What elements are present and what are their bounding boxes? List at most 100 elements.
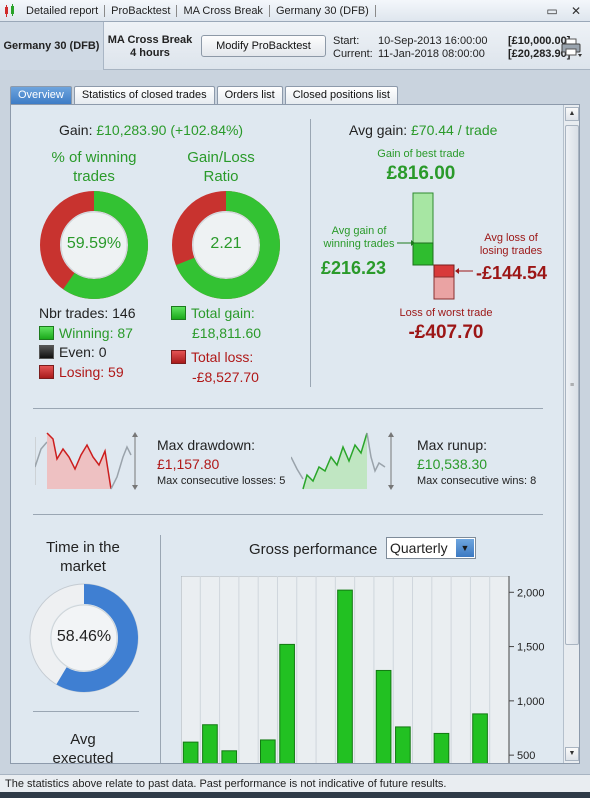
time-in-market-pct: 58.46% (56, 628, 112, 645)
trade-range-graphic (311, 191, 561, 301)
period-select[interactable]: Quarterly ▼ (386, 537, 476, 559)
title-segment-strategy: MA Cross Break (177, 4, 270, 17)
current-date: 11-Jan-2018 08:00:00 (378, 48, 485, 60)
total-gain-label: Total gain: (191, 305, 255, 321)
winning-title-line-1: % of winning (51, 149, 137, 166)
gross-performance-bar (395, 726, 411, 763)
avg-losing-value: -£144.54 (476, 263, 548, 283)
best-trade-value: £816.00 (386, 163, 456, 184)
candlestick-chart-icon (3, 3, 17, 18)
max-drawdown-label: Max drawdown: (157, 437, 256, 453)
losing-count: Losing: 59 (59, 363, 124, 380)
report-tabs: Overview Statistics of closed trades Ord… (10, 86, 400, 104)
time-in-market-donut: 58.46% (29, 583, 139, 693)
winning-trades-title: % of winning trades (35, 148, 153, 186)
title-segment-report: Detailed report (20, 4, 106, 17)
start-date: 10-Sep-2013 16:00:00 (378, 35, 488, 47)
avg-gain-summary: Avg gain: £70.44 / trade (349, 122, 497, 138)
gain-loss-ratio-donut: 2.21 (171, 190, 281, 300)
avg-winning-label: Avg gain of winning trades (317, 225, 401, 251)
total-loss-swatch (171, 350, 186, 364)
drawdown-mini-chart (34, 427, 143, 495)
total-gain-swatch (171, 306, 186, 320)
avg-losing-label-line-1: Avg loss of (484, 232, 538, 244)
gross-performance-bar (337, 589, 353, 763)
taskbar-strip (0, 792, 590, 798)
printer-icon[interactable] (561, 38, 583, 58)
start-label: Start: (333, 35, 360, 47)
gross-performance-chart: 500 1,000 1,500 2,000 (180, 575, 553, 763)
runup-mini-chart (290, 427, 401, 495)
scroll-up-icon[interactable]: ▲ (565, 107, 579, 121)
strategy-info: MA Cross Break 4 hours (104, 34, 196, 60)
minimize-icon[interactable]: ▭ (546, 4, 558, 18)
date-range: Start: 10-Sep-2013 16:00:00 [£10,000.00]… (333, 35, 570, 61)
gain-loss-ratio-title: Gain/Loss Ratio (171, 148, 271, 186)
y-axis-tick-label: 2,000 (517, 587, 545, 599)
max-consecutive-wins: Max consecutive wins: 8 (417, 475, 537, 487)
gross-performance-bar (259, 739, 276, 763)
avg-losing-label-line-2: losing trades (479, 245, 543, 257)
gross-performance-bar (433, 732, 450, 763)
report-header: Germany 30 (DFB) MA Cross Break 4 hours … (0, 22, 590, 70)
chevron-down-icon[interactable]: ▼ (456, 539, 474, 557)
max-consecutive-losses: Max consecutive losses: 5 (157, 475, 286, 487)
gross-performance-bar (279, 643, 295, 763)
trade-counts: Nbr trades: 146 Winning: 87 Even: 0 Losi… (39, 304, 136, 382)
section-divider-1 (33, 408, 543, 409)
period-select-value: Quarterly (390, 540, 448, 556)
title-bar: Detailed report ProBacktest MA Cross Bre… (0, 0, 590, 22)
tab-orders-list[interactable]: Orders list (216, 86, 283, 104)
worst-trade-bar (433, 276, 455, 300)
ratio-gain-arc (172, 191, 280, 299)
avg-losing-label: Avg loss of losing trades (469, 232, 553, 258)
avg-losing-bar (433, 264, 455, 278)
scroll-thumb[interactable]: ≡ (565, 125, 579, 645)
scroll-down-icon[interactable]: ▼ (565, 747, 579, 761)
tab-statistics-closed-trades[interactable]: Statistics of closed trades (73, 86, 215, 104)
winning-pct-text: 59.59% (66, 235, 122, 252)
even-legend-swatch (39, 345, 54, 359)
y-axis-tick-label: 500 (517, 750, 535, 762)
strategy-name: MA Cross Break (107, 34, 193, 46)
max-drawdown-value: £1,157.80 (157, 456, 220, 472)
max-runup-value: £10,538.30 (417, 456, 488, 472)
even-count: Even: 0 (59, 344, 107, 360)
worst-trade-value: -£407.70 (408, 322, 484, 343)
winning-trades-donut: 59.59% (39, 190, 149, 300)
losing-legend-swatch (39, 364, 54, 379)
gross-performance-title: Gross performance (249, 541, 378, 558)
avg-winning-bar (412, 242, 434, 266)
strategy-timeframe: 4 hours (130, 47, 170, 59)
title-segment-instrument: Germany 30 (DFB) (270, 4, 376, 17)
avg-executed-line-1: Avg (70, 731, 96, 748)
time-market-line-1: Time in the (46, 539, 120, 556)
disclaimer-bar: The statistics above relate to past data… (0, 774, 590, 792)
tab-overview[interactable]: Overview (10, 86, 72, 104)
instrument-name: Germany 30 (DFB) (0, 22, 104, 70)
tab-closed-positions-list[interactable]: Closed positions list (284, 86, 398, 104)
avg-winning-label-line-2: winning trades (323, 238, 395, 250)
y-axis-tick-label: 1,500 (517, 642, 545, 654)
gross-performance-bar (182, 741, 199, 763)
total-loss-value: -£8,527.70 (192, 368, 259, 385)
ratio-text: 2.21 (210, 235, 242, 252)
totals: Total gain: £18,811.60 Total loss: -£8,5… (171, 304, 261, 387)
gain-summary: Gain: £10,283.90 (+102.84%) (59, 122, 243, 138)
total-loss-label: Total loss: (191, 349, 254, 365)
max-runup-label: Max runup: (417, 437, 488, 453)
gross-performance-bar (221, 750, 238, 763)
modify-probacktest-button[interactable]: Modify ProBacktest (201, 35, 326, 57)
avg-gain-value: £70.44 / trade (411, 122, 498, 138)
close-icon[interactable]: ✕ (570, 4, 582, 18)
avg-winning-value: £216.23 (321, 258, 387, 278)
current-label: Current: (333, 48, 373, 60)
section-divider-3 (33, 711, 139, 712)
winning-count: Winning: 87 (59, 324, 133, 341)
current-amount: [£20,283.90] (508, 48, 571, 60)
vertical-scrollbar[interactable]: ▲ ≡ ▼ (563, 105, 579, 763)
gain-value: £10,283.90 (+102.84%) (96, 122, 244, 138)
avg-gain-label: Avg gain: (349, 122, 408, 138)
avg-executed-title: Avg executed (33, 730, 133, 763)
best-trade-label: Gain of best trade (377, 148, 465, 160)
